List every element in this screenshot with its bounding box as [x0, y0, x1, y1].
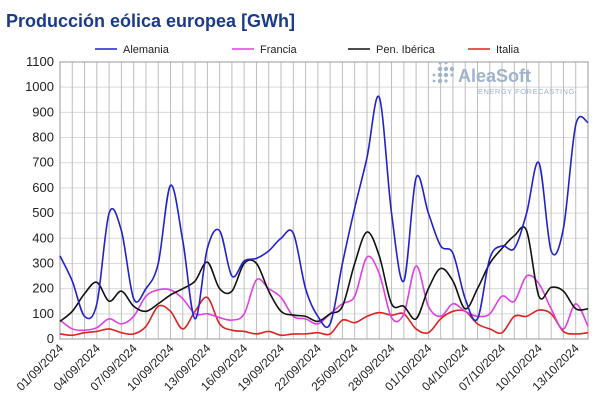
series-lines — [59, 95, 589, 337]
dots-grid-icon — [432, 61, 455, 84]
y-axis-ticks: 0 100 200 300 400 500 600 700 800 900 1000 1100 — [25, 54, 54, 346]
logo-dot — [437, 78, 443, 84]
y-tick-label: 800 — [32, 130, 54, 145]
y-tick-label: 700 — [32, 155, 54, 170]
y-tick-label: 100 — [32, 306, 54, 321]
legend-label-pen-ib-rica: Pen. Ibérica — [376, 44, 436, 56]
y-tick-label: 300 — [32, 255, 54, 270]
y-tick-label: 1100 — [26, 54, 54, 69]
logo-name: AleaSoft — [458, 66, 531, 86]
y-tick-label: 1000 — [25, 79, 54, 94]
y-tick-label: 600 — [32, 180, 54, 195]
legend: Alemania Francia Pen. Ibérica Italia — [95, 44, 520, 56]
series-line-pen-ib-rica — [59, 226, 589, 323]
logo-dot — [444, 61, 448, 65]
plot-frame — [59, 61, 589, 340]
legend-label-alemania: Alemania — [123, 44, 170, 56]
y-tick-label: 200 — [32, 281, 54, 296]
chart-title: Producción eólica europea [GWh] — [6, 11, 295, 31]
y-tick-label: 900 — [32, 104, 54, 119]
logo-dot — [432, 73, 436, 77]
logo-dot — [437, 66, 443, 72]
y-tick-label: 0 — [47, 331, 54, 346]
logo-dot — [443, 66, 449, 72]
y-tick-label: 500 — [32, 205, 54, 220]
series-line-italia — [59, 296, 589, 337]
y-tick-label: 400 — [32, 230, 54, 245]
grid — [59, 61, 589, 340]
logo-dot — [443, 72, 449, 78]
logo-dot — [449, 66, 455, 72]
logo-dot — [444, 79, 448, 83]
series-line-alemania — [59, 95, 589, 329]
legend-label-italia: Italia — [496, 44, 520, 56]
legend-label-francia: Francia — [260, 44, 298, 56]
logo-dot — [437, 72, 443, 78]
logo-dot — [438, 61, 442, 65]
x-axis-ticks: 01/09/202404/09/202407/09/202410/09/2024… — [14, 341, 582, 394]
series-line-francia — [59, 255, 589, 332]
logo-dot — [450, 73, 454, 77]
aleasoft-logo: AleaSoft ENERGY FORECASTING — [432, 61, 575, 96]
logo-tagline: ENERGY FORECASTING — [478, 87, 575, 96]
logo-dot — [432, 79, 436, 83]
